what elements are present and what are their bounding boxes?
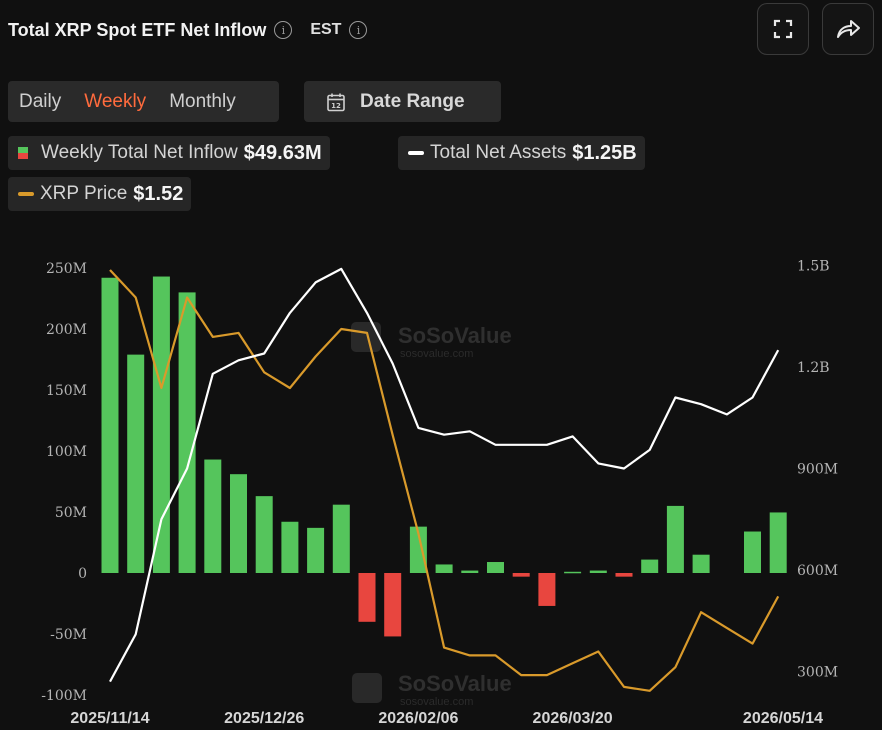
calendar-icon: 12 (327, 93, 345, 111)
inflow-bar (281, 521, 299, 573)
inflow-bar (127, 354, 145, 573)
y-left-tick: 150M (46, 383, 87, 399)
inflow-bar (744, 531, 761, 573)
inflow-bar (409, 526, 427, 573)
legend-net-assets[interactable]: Total Net Assets $1.25B (398, 136, 645, 170)
inflow-bar (487, 562, 504, 573)
timezone-info-icon[interactable]: i (349, 21, 368, 39)
watermark-logo-icon (351, 322, 381, 352)
legend-assets-value: $1.25B (572, 141, 637, 164)
watermark-top: SoSoValue sosovalue.com (351, 322, 512, 360)
watermark-site: sosovalue.com (400, 348, 473, 360)
share-icon (837, 20, 860, 38)
net-assets-line (109, 267, 780, 683)
watermark-brand-2: SoSoValue (398, 671, 512, 696)
y-left-tick: 50M (55, 505, 87, 521)
inflow-bar (538, 573, 556, 606)
inflow-bar (230, 474, 247, 573)
chart-area[interactable]: SoSoValue sosovalue.com SoSoValue sosova… (0, 250, 882, 730)
inflow-bars (101, 276, 787, 637)
tab-daily[interactable]: Daily (19, 90, 62, 112)
inflow-bar (666, 505, 684, 573)
legend-price-value: $1.52 (133, 182, 184, 205)
inflow-bar (692, 554, 710, 573)
inflow-bar (307, 527, 325, 573)
inflow-bar (384, 573, 402, 637)
y-right-tick: 1.2B (797, 360, 830, 376)
share-button[interactable] (822, 3, 874, 55)
fullscreen-icon (773, 19, 793, 39)
inflow-bar (358, 573, 376, 622)
y-left-tick: 250M (46, 261, 87, 277)
watermark-site-2: sosovalue.com (400, 696, 473, 708)
price-swatch-icon (18, 192, 34, 196)
inflow-bar (589, 570, 607, 573)
date-range-label: Date Range (360, 90, 465, 112)
svg-text:12: 12 (331, 102, 341, 110)
y-right-tick: 300M (797, 664, 838, 680)
y-left-tick: 0 (78, 566, 87, 582)
y-left-tick: 200M (46, 322, 87, 338)
inflow-bar (564, 571, 582, 574)
tab-monthly[interactable]: Monthly (169, 90, 236, 112)
inflow-bar (461, 570, 479, 573)
inflow-bar (769, 512, 787, 573)
inflow-bar (512, 573, 530, 577)
x-tick: 2025/11/14 (70, 710, 149, 727)
legend-price-label: XRP Price (40, 183, 128, 204)
legend-assets-label: Total Net Assets (430, 142, 567, 163)
legend-inflow-value: $49.63M (243, 141, 322, 164)
series-lines (109, 267, 780, 692)
chart-title: Total XRP Spot ETF Net Inflow (8, 19, 267, 40)
watermark-logo-icon-2 (352, 673, 382, 703)
x-tick: 2026/02/06 (378, 710, 458, 727)
period-selector: Daily Weekly Monthly (8, 81, 279, 122)
chart-header: Total XRP Spot ETF Net Inflow i EST i (8, 14, 368, 46)
watermark-bottom: SoSoValue sosovalue.com (352, 671, 512, 708)
inflow-bar (435, 564, 453, 573)
y-right-tick: 1.5B (797, 259, 830, 275)
inflow-bar (152, 276, 170, 573)
inflow-bar (101, 277, 119, 573)
x-tick: 2026/05/14 (743, 710, 823, 727)
date-range-button[interactable]: 12 Date Range (304, 81, 501, 122)
y-axis-left: 250M 200M 150M 100M 50M 0 -50M -100M (41, 261, 87, 704)
inflow-bar (204, 459, 222, 573)
y-left-tick: 100M (46, 444, 87, 460)
x-tick: 2025/12/26 (224, 710, 304, 727)
inflow-bar (332, 504, 350, 573)
y-left-tick: -50M (50, 627, 87, 643)
y-left-tick: -100M (41, 688, 87, 704)
timezone-label[interactable]: EST (310, 21, 342, 38)
inflow-bar (255, 496, 273, 573)
y-axis-right: 1.5B 1.2B 900M 600M 300M (797, 259, 838, 681)
watermark-brand: SoSoValue (398, 323, 512, 348)
y-right-tick: 600M (797, 563, 838, 579)
y-right-tick: 900M (797, 462, 838, 478)
inflow-swatch-icon (18, 147, 28, 159)
fullscreen-button[interactable] (757, 3, 809, 55)
assets-swatch-icon (408, 151, 424, 155)
xrp-price-line (109, 269, 780, 692)
x-tick: 2026/03/20 (533, 710, 613, 727)
tab-weekly[interactable]: Weekly (84, 90, 147, 112)
legend-net-inflow[interactable]: Weekly Total Net Inflow $49.63M (8, 136, 330, 170)
info-icon[interactable]: i (274, 21, 293, 39)
x-axis: 2025/11/14 2025/12/26 2026/02/06 2026/03/20… (70, 710, 823, 727)
inflow-bar (641, 559, 659, 573)
legend-xrp-price[interactable]: XRP Price $1.52 (8, 177, 192, 211)
inflow-bar (615, 573, 633, 577)
inflow-bar (178, 292, 196, 573)
legend-inflow-label: Weekly Total Net Inflow (41, 142, 238, 163)
